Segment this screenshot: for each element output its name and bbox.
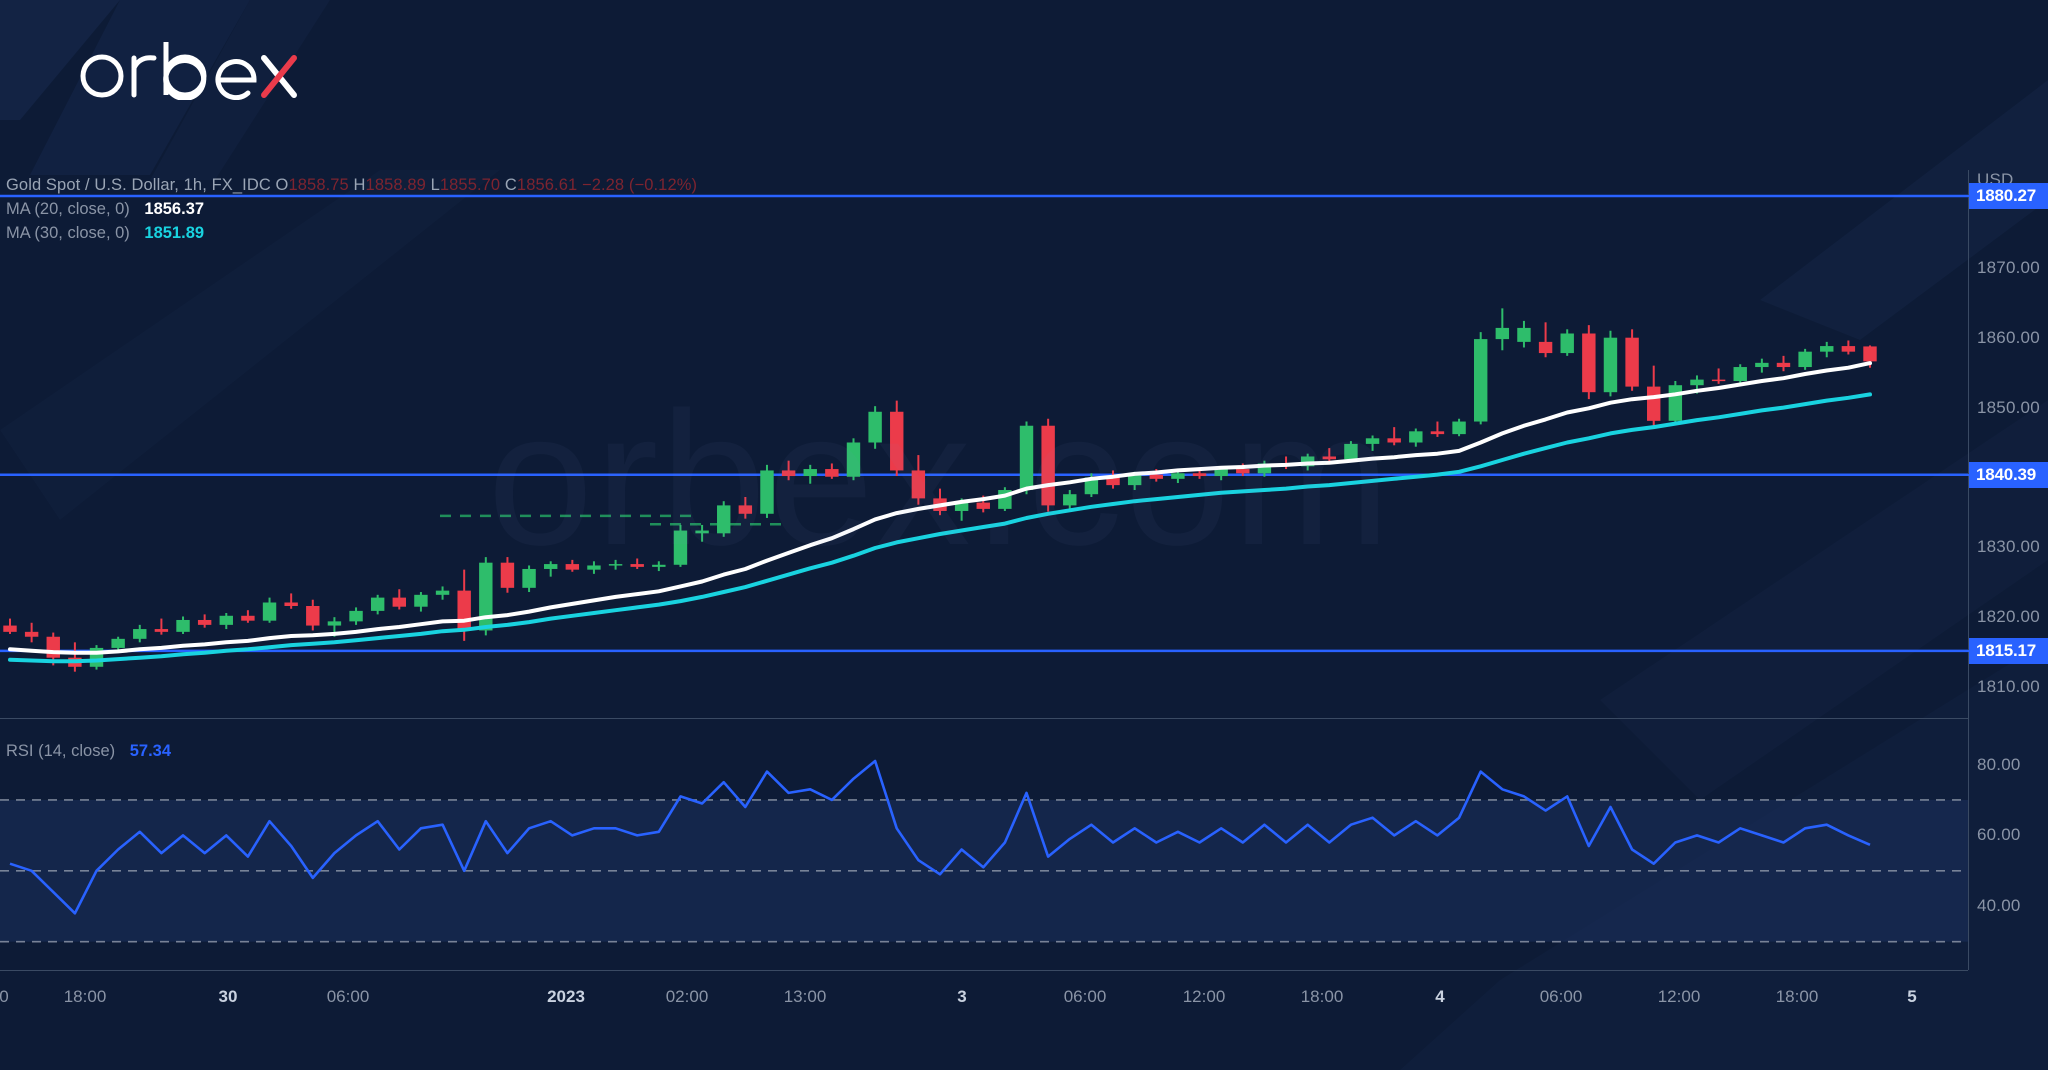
time-axis-label: 4 [1435, 987, 1445, 1006]
open-key: O [275, 176, 289, 194]
time-axis-label: 18:00 [63, 987, 107, 1006]
close-value: 1856.61 [516, 176, 578, 194]
price-axis-tick: 1810.00 [1977, 677, 2040, 697]
time-axis-label: 06:00 [1539, 987, 1583, 1006]
price-level-tick [1964, 649, 1969, 652]
high-key: H [353, 176, 366, 194]
low-key: L [430, 176, 440, 194]
time-axis-label: 12:00 [1657, 987, 1701, 1006]
symbol-label: Gold Spot / U.S. Dollar, 1h, FX_IDC [6, 176, 271, 194]
orbex-logo [72, 38, 312, 100]
rsi-label: RSI (14, close) [6, 742, 116, 760]
ma20-label: MA (20, close, 0) [6, 200, 130, 218]
price-axis-tick: 1870.00 [1977, 257, 2040, 277]
open-value: 1858.75 [288, 176, 349, 194]
close-key: C [504, 176, 517, 194]
high-value: 1858.89 [365, 176, 426, 194]
ma30-label: MA (30, close, 0) [6, 224, 130, 242]
price-level-badge[interactable]: 1880.27 [1969, 183, 2048, 210]
time-axis-label: 06:00 [1063, 987, 1107, 1006]
price-axis-tick: 1820.00 [1977, 607, 2040, 627]
rsi-axis-tick: 60.00 [1977, 825, 2021, 845]
time-axis-label: 12:00 [1182, 987, 1226, 1006]
time-axis-label: 06:00 [326, 987, 370, 1006]
price-axis[interactable]: USD 1870.00 1860.00 1850.00 1830.00 1820.00 18… [1964, 170, 2048, 970]
time-axis-label: 02:00 [665, 987, 709, 1006]
pane-divider [0, 718, 1968, 719]
time-axis-label: 18:00 [1300, 987, 1344, 1006]
ma30-value: 1851.89 [144, 224, 205, 242]
change-value: −2.28 (−0.12%) [581, 176, 698, 194]
rsi-axis-tick: 40.00 [1977, 896, 2021, 916]
price-level-tick [1964, 195, 1969, 198]
page-header [0, 0, 2048, 170]
time-axis-label: 3 [957, 987, 967, 1006]
time-axis-label: 18:00 [1775, 987, 1819, 1006]
time-axis-label: 13:00 [783, 987, 827, 1006]
rsi-value: 57.34 [129, 742, 172, 760]
rsi-axis-tick: 80.00 [1977, 754, 2021, 774]
time-axis[interactable]: 0 18:00 30 06:00 2023 02:00 13:00 3 06:00 12:00 18… [0, 970, 1968, 1070]
low-value: 1855.70 [439, 176, 501, 194]
price-level-tick [1964, 473, 1969, 476]
time-axis-label: 30 [218, 987, 238, 1006]
chart-area[interactable] [0, 170, 1968, 970]
symbol-legend[interactable]: Gold Spot / U.S. Dollar, 1h, FX_IDC O185… [6, 176, 697, 195]
price-level-badge[interactable]: 1815.17 [1969, 637, 2048, 664]
price-level-badge[interactable]: 1840.39 [1969, 461, 2048, 488]
time-axis-label: 5 [1907, 987, 1917, 1006]
time-axis-label: 0 [0, 987, 9, 1006]
rsi-series-svg [0, 759, 1968, 943]
rsi-legend[interactable]: RSI (14, close) 57.34 [6, 742, 171, 761]
rsi-pane[interactable] [0, 722, 1968, 970]
price-axis-tick: 1830.00 [1977, 537, 2040, 557]
price-pane[interactable] [0, 170, 1968, 715]
price-axis-tick: 1850.00 [1977, 397, 2040, 417]
ma20-value: 1856.37 [144, 200, 205, 218]
ma30-legend[interactable]: MA (30, close, 0) 1851.89 [6, 224, 204, 243]
price-series-svg [0, 194, 1968, 672]
ma20-legend[interactable]: MA (20, close, 0) 1856.37 [6, 200, 204, 219]
time-axis-label: 2023 [547, 987, 585, 1006]
price-axis-tick: 1860.00 [1977, 327, 2040, 347]
